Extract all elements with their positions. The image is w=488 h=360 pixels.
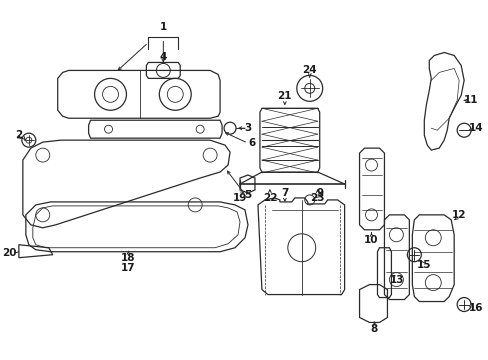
- Text: 23: 23: [310, 193, 325, 203]
- Text: 17: 17: [121, 263, 136, 273]
- Text: 1: 1: [160, 22, 166, 32]
- Text: 10: 10: [364, 235, 378, 245]
- Text: 20: 20: [1, 248, 16, 258]
- Text: 5: 5: [244, 190, 251, 200]
- Text: 24: 24: [302, 66, 316, 76]
- Text: 3: 3: [244, 123, 251, 133]
- Text: 19: 19: [232, 193, 247, 203]
- Text: 2: 2: [15, 130, 22, 140]
- Text: 16: 16: [468, 302, 482, 312]
- Text: 9: 9: [316, 188, 323, 198]
- Text: 6: 6: [248, 138, 255, 148]
- Text: 18: 18: [121, 253, 136, 263]
- Text: 4: 4: [159, 53, 167, 63]
- Text: 15: 15: [416, 260, 431, 270]
- Text: 11: 11: [463, 95, 477, 105]
- Text: 13: 13: [389, 275, 404, 285]
- Text: 7: 7: [281, 188, 288, 198]
- Text: 21: 21: [277, 91, 291, 101]
- Text: 14: 14: [468, 123, 483, 133]
- Text: 8: 8: [370, 324, 377, 334]
- Text: 22: 22: [262, 193, 277, 203]
- Text: 12: 12: [451, 210, 466, 220]
